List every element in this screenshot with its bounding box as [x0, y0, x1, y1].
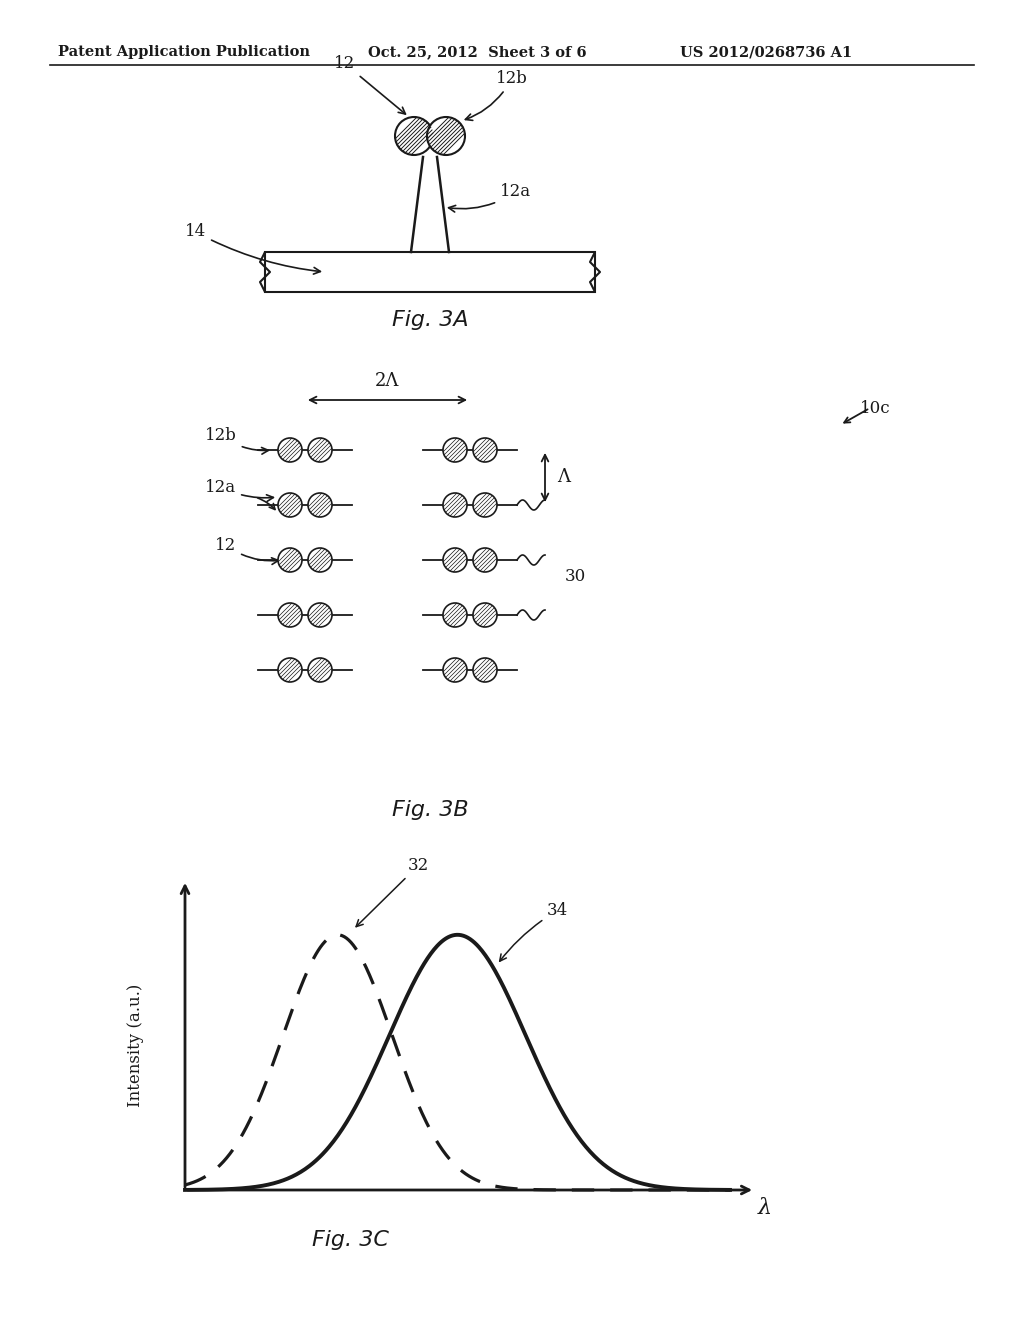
Circle shape	[278, 548, 302, 572]
Text: 12b: 12b	[465, 70, 528, 120]
Text: 10c: 10c	[860, 400, 891, 417]
Text: 12: 12	[215, 536, 279, 565]
Circle shape	[308, 657, 332, 682]
Text: Fig. 3C: Fig. 3C	[311, 1230, 388, 1250]
Circle shape	[473, 492, 497, 517]
Circle shape	[308, 492, 332, 517]
Circle shape	[443, 657, 467, 682]
Circle shape	[308, 438, 332, 462]
Text: 32: 32	[356, 857, 429, 927]
Text: 12b: 12b	[205, 426, 268, 454]
Circle shape	[308, 603, 332, 627]
Text: Oct. 25, 2012  Sheet 3 of 6: Oct. 25, 2012 Sheet 3 of 6	[368, 45, 587, 59]
Circle shape	[308, 548, 332, 572]
Text: 12a: 12a	[205, 479, 273, 502]
Circle shape	[278, 603, 302, 627]
Circle shape	[278, 657, 302, 682]
Text: 2Λ: 2Λ	[376, 372, 399, 389]
Circle shape	[443, 438, 467, 462]
Circle shape	[443, 548, 467, 572]
Text: Λ: Λ	[557, 469, 570, 487]
Bar	[265, 252, 595, 292]
Circle shape	[473, 548, 497, 572]
Text: Patent Application Publication: Patent Application Publication	[58, 45, 310, 59]
Text: US 2012/0268736 A1: US 2012/0268736 A1	[680, 45, 852, 59]
Circle shape	[427, 117, 465, 154]
Text: 12a: 12a	[449, 183, 531, 213]
Circle shape	[395, 117, 433, 154]
Text: 14: 14	[185, 223, 321, 275]
Text: 12: 12	[334, 55, 406, 114]
Text: Intensity (a.u.): Intensity (a.u.)	[127, 983, 143, 1106]
Circle shape	[443, 603, 467, 627]
Circle shape	[473, 603, 497, 627]
Text: Fig. 3A: Fig. 3A	[392, 310, 468, 330]
Circle shape	[443, 492, 467, 517]
Circle shape	[278, 492, 302, 517]
Circle shape	[473, 657, 497, 682]
Circle shape	[473, 438, 497, 462]
Text: λ: λ	[758, 1197, 772, 1218]
Text: 34: 34	[500, 902, 568, 961]
Text: 30: 30	[565, 568, 587, 585]
Text: Fig. 3B: Fig. 3B	[392, 800, 468, 820]
Circle shape	[278, 438, 302, 462]
